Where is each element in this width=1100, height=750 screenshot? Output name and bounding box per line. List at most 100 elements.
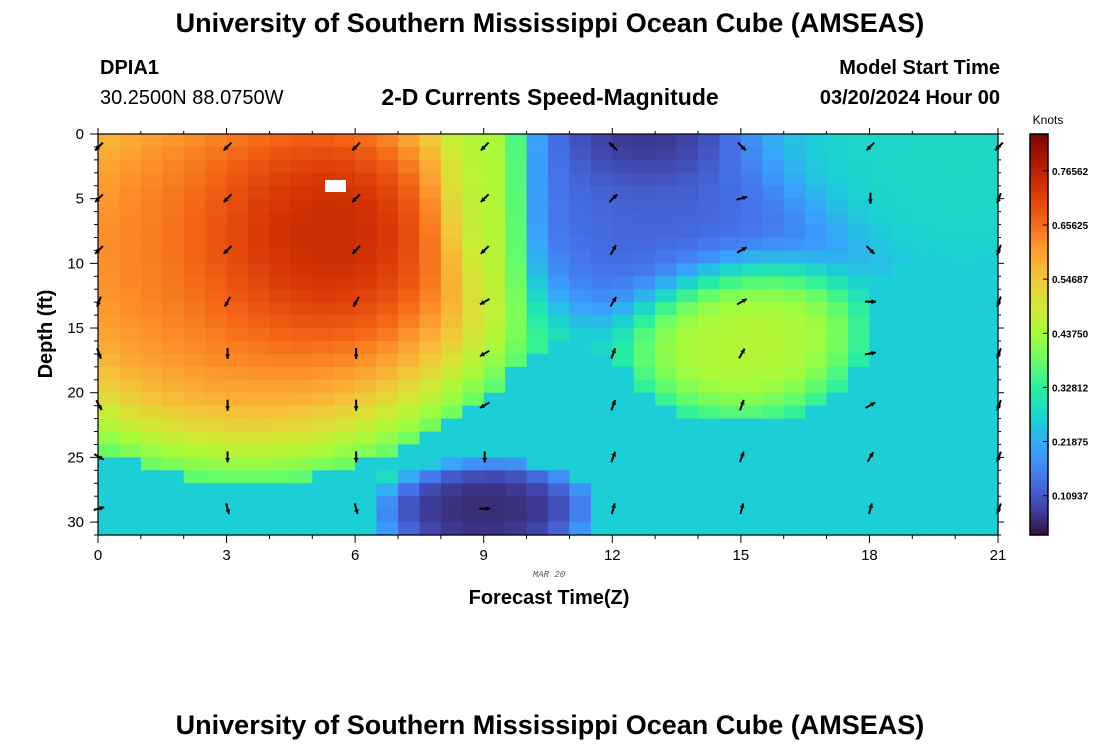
heatmap-cell <box>205 470 228 484</box>
heatmap-cell <box>805 366 828 381</box>
heatmap-cell <box>633 302 656 316</box>
heatmap-cell <box>805 457 828 471</box>
heatmap-cell <box>98 340 121 355</box>
heatmap-cell <box>740 353 763 368</box>
heatmap-cell <box>483 159 506 174</box>
heatmap-cell <box>869 224 892 239</box>
colorbar-tick-label: 0.76562 <box>1052 167 1089 178</box>
colorbar-segment <box>1030 146 1048 150</box>
heatmap-cell <box>183 522 206 536</box>
heatmap-cell <box>290 289 313 303</box>
heatmap-cell <box>419 431 442 446</box>
colorbar-segment <box>1030 309 1048 313</box>
heatmap-cell <box>848 431 871 446</box>
heatmap-cell <box>119 366 142 381</box>
colorbar-segment <box>1030 141 1048 145</box>
heatmap-cell <box>462 134 485 148</box>
heatmap-cell <box>140 483 163 497</box>
heatmap-cell <box>98 444 121 458</box>
colorbar-segment <box>1030 209 1048 213</box>
heatmap-cell <box>655 483 678 497</box>
heatmap-cell <box>590 315 613 329</box>
heatmap-cell <box>955 315 978 329</box>
colorbar-segment <box>1030 181 1048 185</box>
colorbar-segment <box>1030 409 1048 413</box>
heatmap-cell <box>740 328 763 342</box>
colorbar-segment <box>1030 204 1048 208</box>
heatmap-cell <box>312 340 335 355</box>
heatmap-cell <box>655 328 678 342</box>
heatmap-cell <box>162 457 185 471</box>
heatmap-cell <box>440 522 463 536</box>
heatmap-cell <box>783 276 806 290</box>
heatmap-cell <box>548 250 571 264</box>
colorbar-segment <box>1030 394 1048 398</box>
heatmap-cell <box>462 289 485 303</box>
heatmap-cell <box>633 444 656 458</box>
heatmap-cell <box>526 328 549 342</box>
current-arrow <box>868 192 873 204</box>
heatmap-cell <box>226 146 249 161</box>
heatmap-cell <box>269 522 292 536</box>
colorbar-segment <box>1030 284 1048 288</box>
heatmap-cell <box>290 172 313 187</box>
heatmap-cell <box>355 483 378 497</box>
heatmap-cell <box>333 224 356 239</box>
heatmap-cell <box>826 379 849 394</box>
heatmap-cell <box>783 185 806 200</box>
heatmap-cell <box>98 522 121 536</box>
heatmap-cell <box>719 289 742 303</box>
heatmap-cell <box>398 379 421 394</box>
heatmap-cell <box>312 496 335 510</box>
heatmap-cell <box>312 431 335 446</box>
heatmap-cell <box>869 496 892 510</box>
heatmap-cell <box>162 224 185 239</box>
heatmap-cell <box>419 250 442 264</box>
heatmap-cell <box>826 134 849 148</box>
colorbar-segment <box>1030 369 1048 373</box>
heatmap-cell <box>248 444 271 458</box>
heatmap-cell <box>955 522 978 536</box>
heatmap-cell <box>440 263 463 277</box>
heatmap-cell <box>569 146 592 161</box>
heatmap-cell <box>119 237 142 252</box>
heatmap-cell <box>483 431 506 446</box>
heatmap-cell <box>826 457 849 471</box>
heatmap-cell <box>869 289 892 303</box>
heatmap-cell <box>119 483 142 497</box>
heatmap-cell <box>719 444 742 458</box>
heatmap-cell <box>505 198 528 213</box>
heatmap-cell <box>333 366 356 381</box>
heatmap-cell <box>805 185 828 200</box>
heatmap-cell <box>633 431 656 446</box>
heatmap-cell <box>462 146 485 161</box>
heatmap-cell <box>955 379 978 394</box>
heatmap-cell <box>612 431 635 446</box>
heatmap-cell <box>569 159 592 174</box>
heatmap-cell <box>505 263 528 277</box>
heatmap-cell <box>762 353 785 368</box>
heatmap-cell <box>205 172 228 187</box>
heatmap-cell <box>612 302 635 316</box>
colorbar-segment <box>1030 334 1048 338</box>
heatmap-cell <box>226 211 249 226</box>
heatmap-cell <box>848 198 871 213</box>
heatmap-cell <box>548 185 571 200</box>
heatmap-cell <box>505 328 528 342</box>
heatmap-cell <box>762 146 785 161</box>
colorbar-segment <box>1030 249 1048 253</box>
heatmap-cell <box>890 340 913 355</box>
heatmap-cell <box>290 263 313 277</box>
heatmap-cell <box>526 315 549 329</box>
heatmap-cell <box>183 379 206 394</box>
heatmap-cell <box>719 418 742 433</box>
heatmap-cell <box>976 496 999 510</box>
heatmap-cell <box>398 237 421 252</box>
heatmap-cell <box>162 405 185 420</box>
heatmap-cell <box>290 379 313 394</box>
heatmap-cell <box>890 328 913 342</box>
heatmap-cell <box>269 134 292 148</box>
heatmap-cell <box>805 353 828 368</box>
colorbar-segment <box>1030 289 1048 293</box>
heatmap-cell <box>355 146 378 161</box>
